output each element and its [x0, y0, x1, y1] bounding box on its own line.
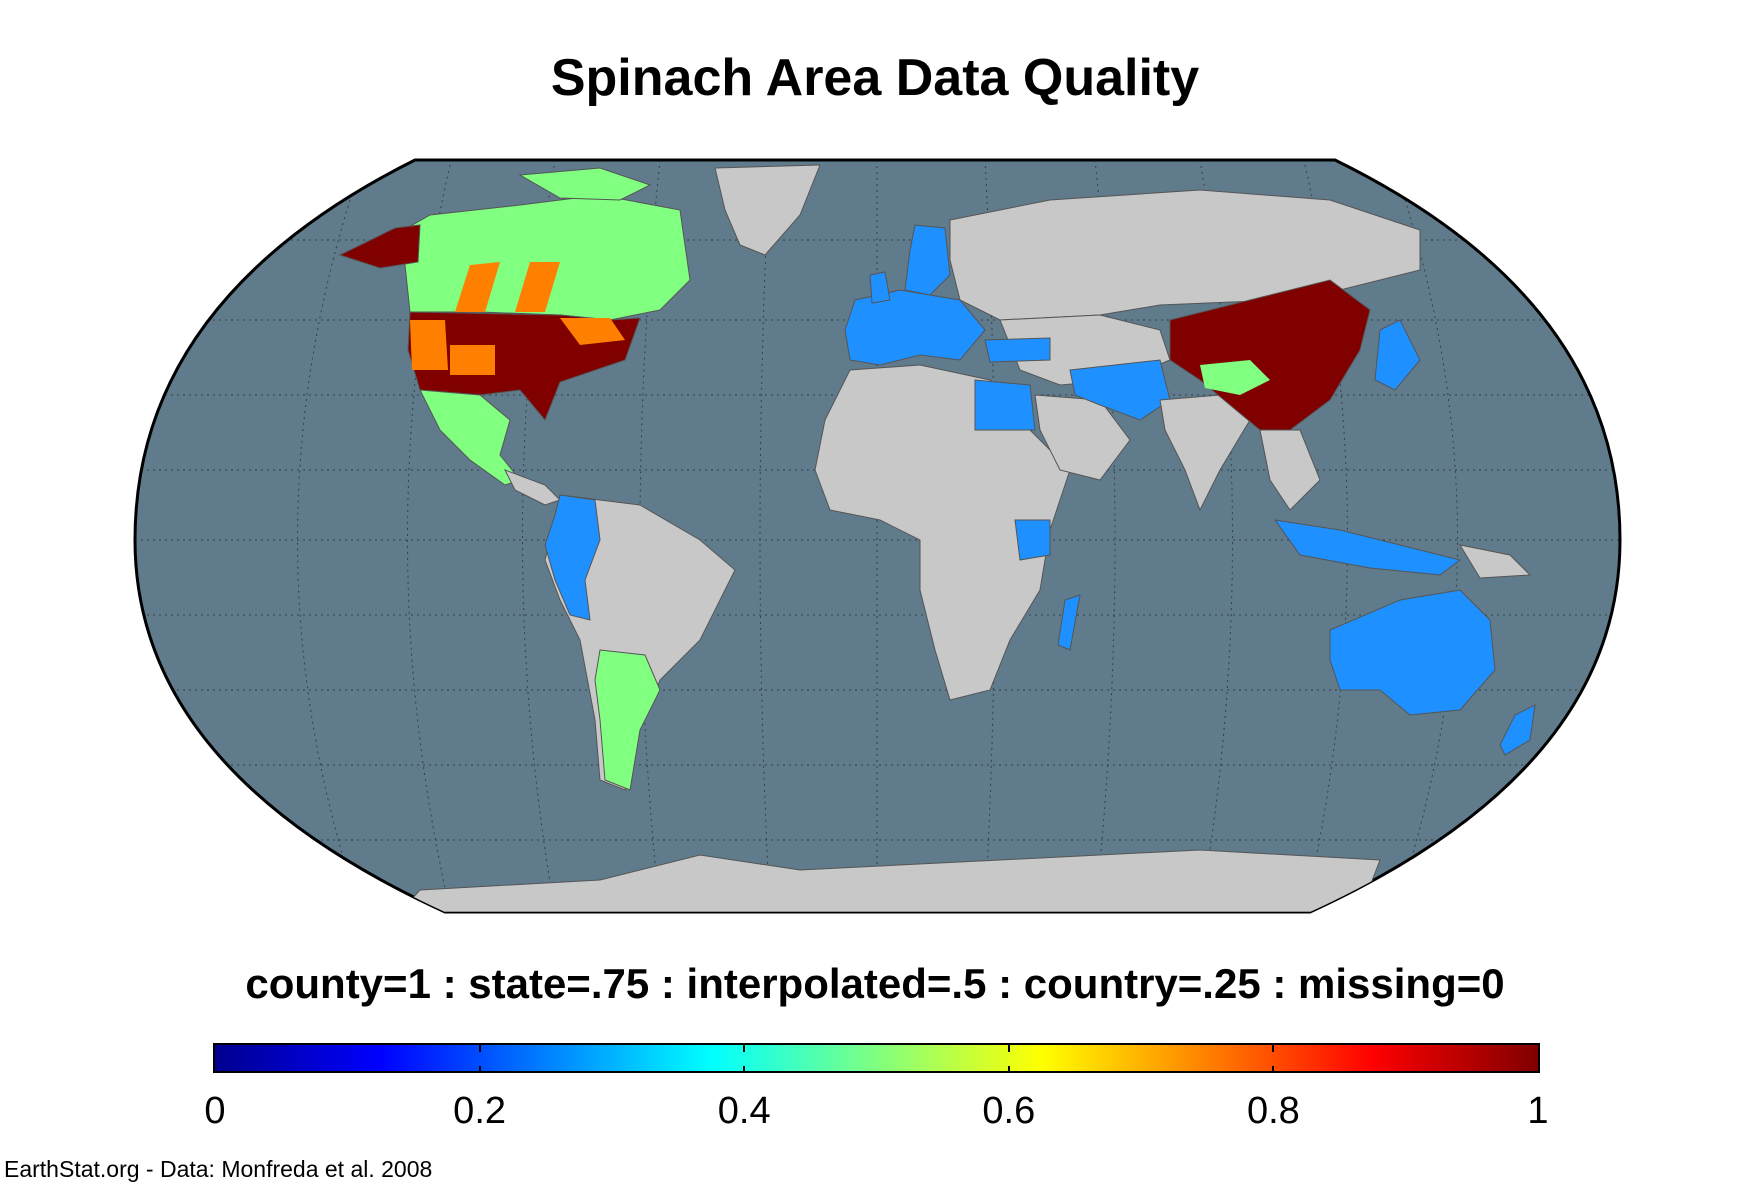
colorbar	[213, 1043, 1540, 1073]
southeast-asia	[1259, 429, 1321, 511]
new-guinea	[1458, 544, 1532, 579]
iran-pakistan	[1069, 359, 1171, 421]
world-map	[133, 158, 1622, 914]
alaska	[338, 224, 421, 269]
colorbar-tick-label: 0.2	[453, 1090, 507, 1132]
legend-caption: county=1 : state=.75 : interpolated=.5 :…	[245, 960, 1505, 1007]
credit-text: EarthStat.org - Data: Monfreda et al. 20…	[4, 1156, 433, 1182]
kenya	[1014, 519, 1051, 561]
canada-prairies	[455, 262, 500, 312]
colorbar-tick-label: 1	[1527, 1090, 1549, 1132]
uk	[869, 271, 891, 304]
map-title: Spinach Area Data Quality	[550, 49, 1200, 107]
south-america	[544, 494, 736, 791]
antarctica	[398, 849, 1381, 912]
japan-korea	[1374, 319, 1421, 391]
colorbar-tick-label: 0.6	[982, 1090, 1036, 1132]
indonesia	[1273, 519, 1462, 576]
australia	[1329, 589, 1496, 716]
scandinavia	[904, 224, 951, 296]
us-west-states	[410, 320, 448, 370]
colorbar-tick-label: 0.8	[1246, 1090, 1300, 1132]
colombia-peru	[544, 494, 601, 621]
central-america	[503, 469, 561, 506]
egypt	[974, 379, 1036, 431]
canada-prairies-2	[515, 262, 560, 312]
colorbar-tick-label: 0.4	[717, 1090, 771, 1132]
us-ne-states	[560, 318, 625, 345]
greenland	[714, 164, 821, 256]
new-zealand	[1499, 704, 1536, 756]
us-mid-states	[450, 345, 495, 375]
tibet	[1200, 360, 1270, 395]
argentina	[594, 649, 661, 791]
canada-arctic-islands	[518, 167, 652, 201]
turkey	[984, 337, 1051, 363]
colorbar-tick-label: 0	[204, 1090, 226, 1132]
madagascar	[1057, 594, 1081, 651]
china	[1169, 279, 1371, 431]
